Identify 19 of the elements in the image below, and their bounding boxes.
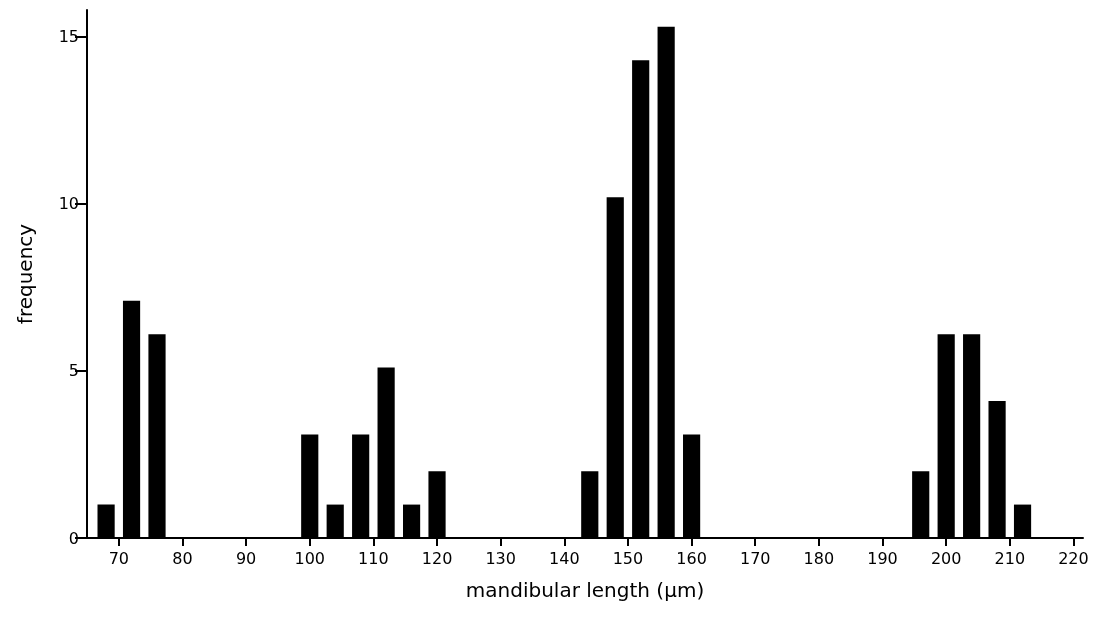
x-tick-label: 90 [235,548,257,568]
x-tick-label: 110 [358,548,389,568]
x-tick-label: 220 [1058,548,1089,568]
x-tick-label: 160 [676,548,707,568]
x-axis-title: mandibular length (µm) [465,578,705,602]
y-tick-label: 15 [58,27,79,47]
x-tick-label: 100 [294,548,326,568]
x-tick-label: 120 [421,548,453,568]
x-tick-label: 140 [549,548,580,568]
x-tick-label: 80 [172,548,193,568]
x-tick-label: 210 [994,548,1026,568]
x-tick-label: 180 [803,548,835,568]
y-axis-title: frequency [13,223,37,325]
x-tick-label: 190 [867,548,898,568]
x-tick-label: 170 [739,548,771,568]
x-tick-label: 130 [485,548,516,568]
x-tick-label: 70 [108,548,129,568]
x-tick-label: 200 [930,548,962,568]
x-tick-label: 150 [612,548,644,568]
